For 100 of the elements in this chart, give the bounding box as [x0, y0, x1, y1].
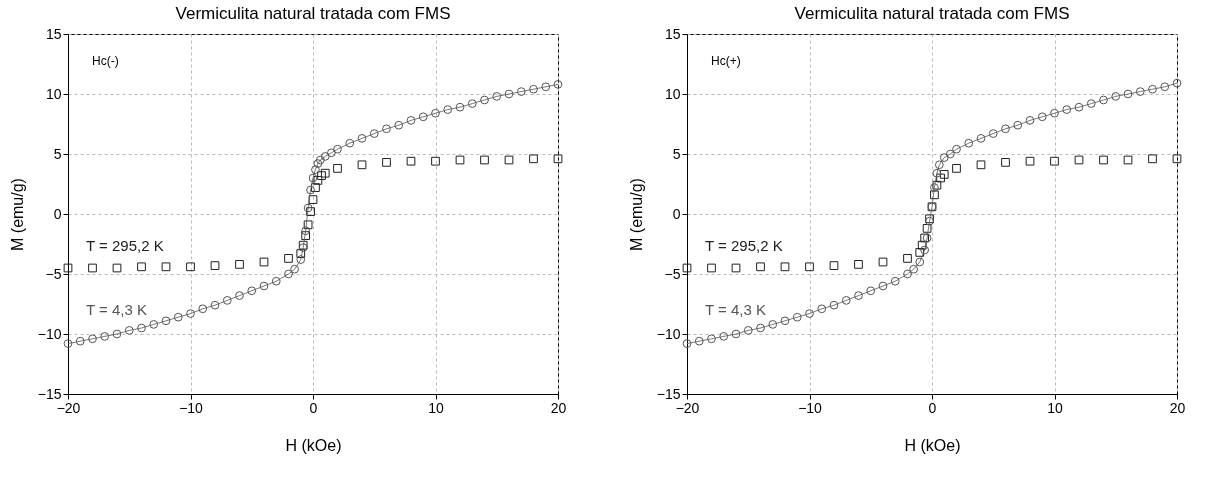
- point: [516, 87, 526, 96]
- point: [1074, 102, 1084, 112]
- point: [63, 263, 73, 273]
- point: [406, 116, 416, 125]
- y-tick-label: 5: [53, 145, 62, 162]
- point: [1050, 108, 1059, 118]
- point: [878, 281, 888, 291]
- point: [303, 220, 313, 230]
- point: [1172, 154, 1182, 164]
- point: [1160, 82, 1170, 92]
- point: [792, 312, 802, 322]
- point: [854, 291, 863, 300]
- point: [75, 336, 85, 346]
- chart-title: Vermiculita natural tratada com FMS: [175, 4, 451, 23]
- point: [934, 160, 944, 170]
- point: [952, 164, 961, 173]
- point: [756, 262, 765, 272]
- y-tick-label: 10: [45, 85, 62, 102]
- point: [406, 156, 416, 166]
- point: [890, 276, 900, 286]
- point: [903, 269, 912, 279]
- x-tick-label: −20: [675, 399, 700, 416]
- point: [915, 257, 925, 267]
- x-axis-title: H (kOe): [285, 436, 342, 454]
- point: [939, 170, 949, 179]
- point: [743, 326, 753, 335]
- annotation: Hc(-): [92, 54, 119, 68]
- point: [259, 281, 269, 291]
- point: [936, 173, 945, 183]
- y-tick-label: −15: [656, 385, 681, 402]
- point: [313, 159, 323, 168]
- point: [976, 160, 986, 170]
- point: [841, 296, 851, 305]
- point: [315, 155, 325, 165]
- point: [161, 316, 171, 326]
- y-tick-label: 15: [664, 25, 681, 42]
- point: [149, 320, 159, 329]
- point: [306, 207, 315, 216]
- series-label: T = 4,3 K: [705, 300, 767, 318]
- point: [369, 129, 379, 138]
- y-tick-label: −15: [37, 385, 62, 402]
- point: [301, 226, 311, 236]
- point: [976, 134, 986, 143]
- point: [357, 160, 367, 170]
- point: [303, 203, 313, 213]
- y-tick-label: −10: [37, 325, 62, 342]
- point: [88, 334, 97, 344]
- point: [805, 309, 814, 318]
- point: [707, 334, 716, 344]
- point: [731, 263, 741, 273]
- point: [222, 296, 232, 305]
- point: [301, 231, 311, 240]
- series-label: T = 4,3 K: [86, 300, 148, 318]
- point: [909, 264, 918, 274]
- point: [553, 154, 563, 164]
- point: [186, 309, 195, 318]
- point: [418, 112, 428, 122]
- point: [382, 124, 391, 134]
- y-tick-label: −5: [664, 265, 681, 282]
- point: [259, 257, 269, 267]
- point: [431, 156, 440, 166]
- point: [394, 120, 404, 130]
- point: [320, 168, 330, 178]
- point: [198, 304, 208, 314]
- point: [1001, 124, 1010, 134]
- x-tick-label: 10: [428, 399, 444, 416]
- point: [780, 262, 790, 272]
- point: [682, 263, 692, 273]
- point: [173, 312, 183, 322]
- point: [333, 144, 342, 154]
- y-tick-label: 0: [53, 205, 62, 222]
- y-tick-label: −5: [45, 265, 62, 282]
- point: [210, 261, 220, 270]
- point: [946, 149, 955, 159]
- point: [707, 263, 716, 273]
- point: [284, 269, 293, 279]
- point: [443, 105, 453, 114]
- point: [296, 249, 306, 258]
- point: [1148, 84, 1157, 94]
- point: [492, 92, 502, 101]
- point: [1025, 116, 1035, 125]
- point: [284, 254, 293, 263]
- x-tick-label: 10: [1047, 399, 1063, 416]
- point: [1172, 78, 1182, 88]
- x-axis-title: H (kOe): [904, 436, 961, 454]
- point: [529, 154, 538, 164]
- annotation: Hc(+): [711, 54, 741, 68]
- point: [731, 329, 741, 339]
- point: [210, 300, 220, 310]
- y-tick-label: −10: [656, 325, 681, 342]
- point: [939, 153, 949, 162]
- point: [920, 245, 930, 255]
- point: [63, 339, 73, 348]
- point: [719, 332, 729, 341]
- point: [1086, 99, 1096, 108]
- point: [320, 152, 330, 161]
- point: [480, 155, 489, 165]
- point: [915, 248, 925, 257]
- point: [1062, 105, 1072, 114]
- point: [333, 164, 342, 173]
